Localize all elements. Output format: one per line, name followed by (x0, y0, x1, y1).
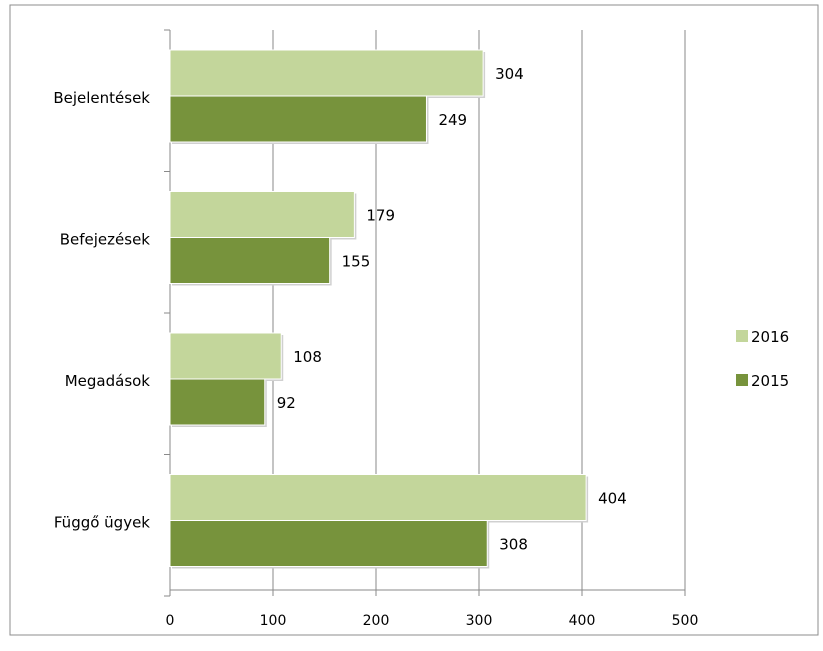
data-label-2016-2: 108 (293, 348, 322, 366)
legend-label-2015: 2015 (751, 372, 789, 390)
category-label-2: Megadások (65, 372, 151, 390)
category-label-1: Befejezések (60, 231, 151, 249)
data-label-2016-3: 404 (598, 490, 627, 508)
x-tick-label-100: 100 (260, 613, 287, 629)
data-label-2015-2: 92 (277, 394, 296, 412)
legend-label-2016: 2016 (751, 328, 789, 346)
bar-2016-3 (169, 474, 587, 521)
bar-2015-2 (169, 378, 266, 426)
bar-2015-1 (169, 237, 331, 284)
bar-2015-3 (169, 520, 488, 567)
x-tick-label-200: 200 (363, 613, 390, 629)
x-tick-label-500: 500 (672, 613, 699, 629)
data-label-2015-1: 155 (342, 253, 371, 271)
x-tick-label-0: 0 (166, 613, 175, 629)
legend-swatch-2015 (736, 374, 748, 386)
bar-2015-0 (169, 95, 427, 143)
bar-2016-2 (169, 332, 282, 380)
data-label-2015-0: 249 (438, 111, 467, 129)
data-label-2015-3: 308 (499, 536, 528, 554)
data-label-2016-1: 179 (366, 207, 395, 225)
bar-2016-0 (169, 49, 484, 97)
x-tick-label-300: 300 (466, 613, 493, 629)
legend-swatch-2016 (736, 330, 748, 342)
category-label-3: Függő ügyek (54, 514, 150, 532)
data-label-2016-0: 304 (495, 65, 524, 83)
x-tick-label-400: 400 (569, 613, 596, 629)
category-label-0: Bejelentések (53, 89, 150, 107)
bar-2016-1 (169, 191, 355, 238)
